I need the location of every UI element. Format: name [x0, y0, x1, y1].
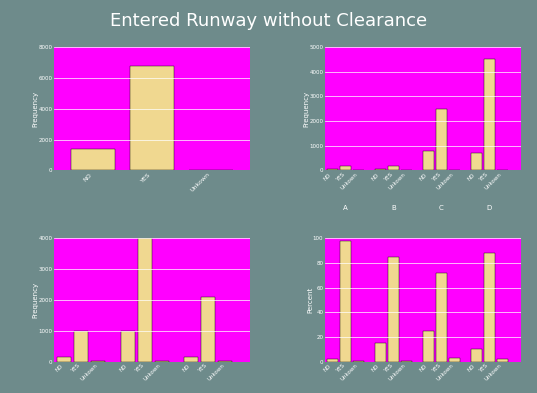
Y-axis label: Frequency: Frequency — [303, 91, 309, 127]
Bar — [497, 170, 507, 171]
Bar — [449, 170, 460, 171]
Bar — [57, 357, 71, 362]
Text: A: A — [343, 205, 348, 211]
Bar — [184, 357, 198, 362]
Bar — [436, 109, 447, 171]
Y-axis label: Frequency: Frequency — [33, 282, 39, 318]
Bar — [328, 359, 338, 362]
Bar — [375, 169, 386, 171]
Bar — [121, 331, 135, 362]
Bar — [484, 253, 495, 362]
Bar — [138, 238, 152, 362]
Bar — [71, 149, 115, 171]
Bar — [188, 170, 233, 171]
Bar — [201, 297, 215, 362]
Bar — [471, 349, 482, 362]
Bar — [401, 361, 411, 362]
Bar — [155, 361, 169, 362]
Text: C: C — [439, 205, 444, 211]
Bar — [340, 165, 351, 171]
Bar — [353, 361, 364, 362]
Bar — [219, 361, 233, 362]
Text: D: D — [487, 205, 492, 211]
Y-axis label: Percent: Percent — [307, 287, 313, 313]
Y-axis label: Frequency: Frequency — [33, 91, 39, 127]
Bar — [130, 66, 174, 171]
Bar — [91, 361, 105, 362]
Bar — [423, 331, 434, 362]
Bar — [375, 343, 386, 362]
Bar — [449, 358, 460, 362]
Bar — [328, 169, 338, 171]
Bar — [497, 359, 507, 362]
Bar — [436, 273, 447, 362]
Bar — [340, 241, 351, 362]
Text: B: B — [391, 205, 396, 211]
Text: Entered Runway without Clearance: Entered Runway without Clearance — [110, 12, 427, 30]
Bar — [75, 331, 88, 362]
Bar — [388, 165, 398, 171]
Bar — [471, 153, 482, 171]
Bar — [388, 257, 398, 362]
Bar — [423, 151, 434, 171]
Bar — [484, 59, 495, 171]
